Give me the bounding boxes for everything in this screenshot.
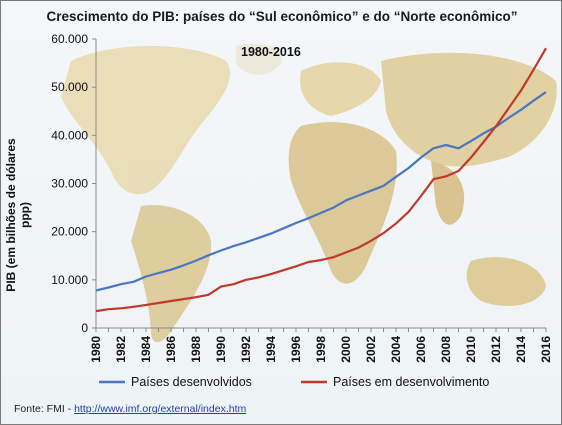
x-tick-label: 1980: [89, 336, 103, 363]
series-line-2: [95, 47, 547, 313]
x-tick-label: 2006: [414, 336, 428, 363]
legend-label-1: Países desenvolvidos: [131, 375, 252, 389]
y-tick-label: 50.000: [51, 80, 88, 94]
legend: Países desenvolvidos Países em desenvolvi…: [99, 375, 489, 389]
x-tick-label: 1998: [314, 336, 328, 363]
y-tick-label: 60.000: [51, 32, 88, 46]
x-tick-label: 1994: [264, 336, 278, 363]
y-tick-label: 30.000: [51, 177, 88, 191]
x-tick-label: 1986: [164, 336, 178, 363]
x-tick-label: 2004: [389, 336, 403, 363]
chart-title: Crescimento do PIB: países do “Sul econô…: [46, 9, 518, 24]
x-tick-label: 2008: [439, 336, 453, 363]
x-tick-label: 1988: [189, 336, 203, 363]
y-tick-label: 20.000: [51, 225, 88, 239]
y-tick-label: 0: [81, 321, 88, 335]
x-tick-label: 1984: [139, 336, 153, 363]
y-axis-label: PIB (em bilhões de dólares ppp): [4, 138, 32, 292]
x-tick-label: 2014: [514, 336, 528, 363]
source-note: Fonte: FMI - http://www.imf.org/external…: [14, 403, 246, 415]
x-tick-label: 2000: [339, 336, 353, 363]
x-tick-label: 2016: [539, 336, 553, 363]
x-tick-label: 1996: [289, 336, 303, 363]
y-tick-labels: 0 10.000 20.000 30.000 40.000 50.000 60.000: [51, 32, 96, 335]
legend-label-2: Países em desenvolvimento: [333, 375, 489, 389]
source-prefix: Fonte: FMI -: [14, 403, 75, 415]
y-tick-label: 10.000: [51, 273, 88, 287]
x-tick-label: 1982: [114, 336, 128, 363]
x-tick-label: 1990: [214, 336, 228, 363]
x-tick-label: 1992: [239, 336, 253, 363]
series-line-1: [95, 91, 547, 292]
series-lines: [95, 47, 547, 313]
x-tick-label: 2010: [464, 336, 478, 363]
source-link[interactable]: http://www.imf.org/external/index.htm: [74, 403, 247, 415]
y-tick-label: 40.000: [51, 128, 88, 142]
x-tick-labels: 1980 1982 1984 1986 1988 1990 1992 1994 1996 1998…: [89, 328, 553, 363]
x-tick-label: 2002: [364, 336, 378, 363]
chart-subtitle: 1980-2016: [241, 45, 301, 59]
x-tick-label: 2012: [489, 336, 503, 363]
